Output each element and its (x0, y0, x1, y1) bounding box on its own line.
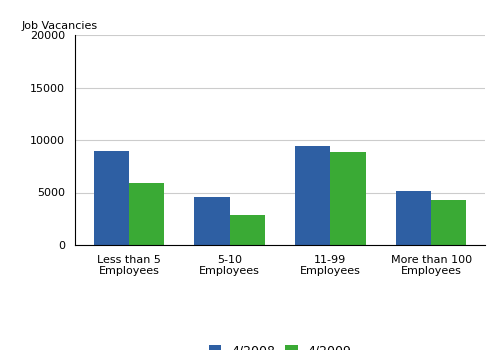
Text: Job Vacancies: Job Vacancies (22, 21, 98, 31)
Bar (330, 152, 366, 245)
Bar (194, 197, 230, 245)
Bar (129, 183, 164, 245)
Bar (431, 200, 466, 245)
Legend: 4/2008, 4/2009: 4/2008, 4/2009 (204, 340, 356, 350)
Bar (230, 215, 265, 245)
Bar (396, 191, 431, 245)
Bar (94, 150, 129, 245)
Bar (295, 146, 330, 245)
